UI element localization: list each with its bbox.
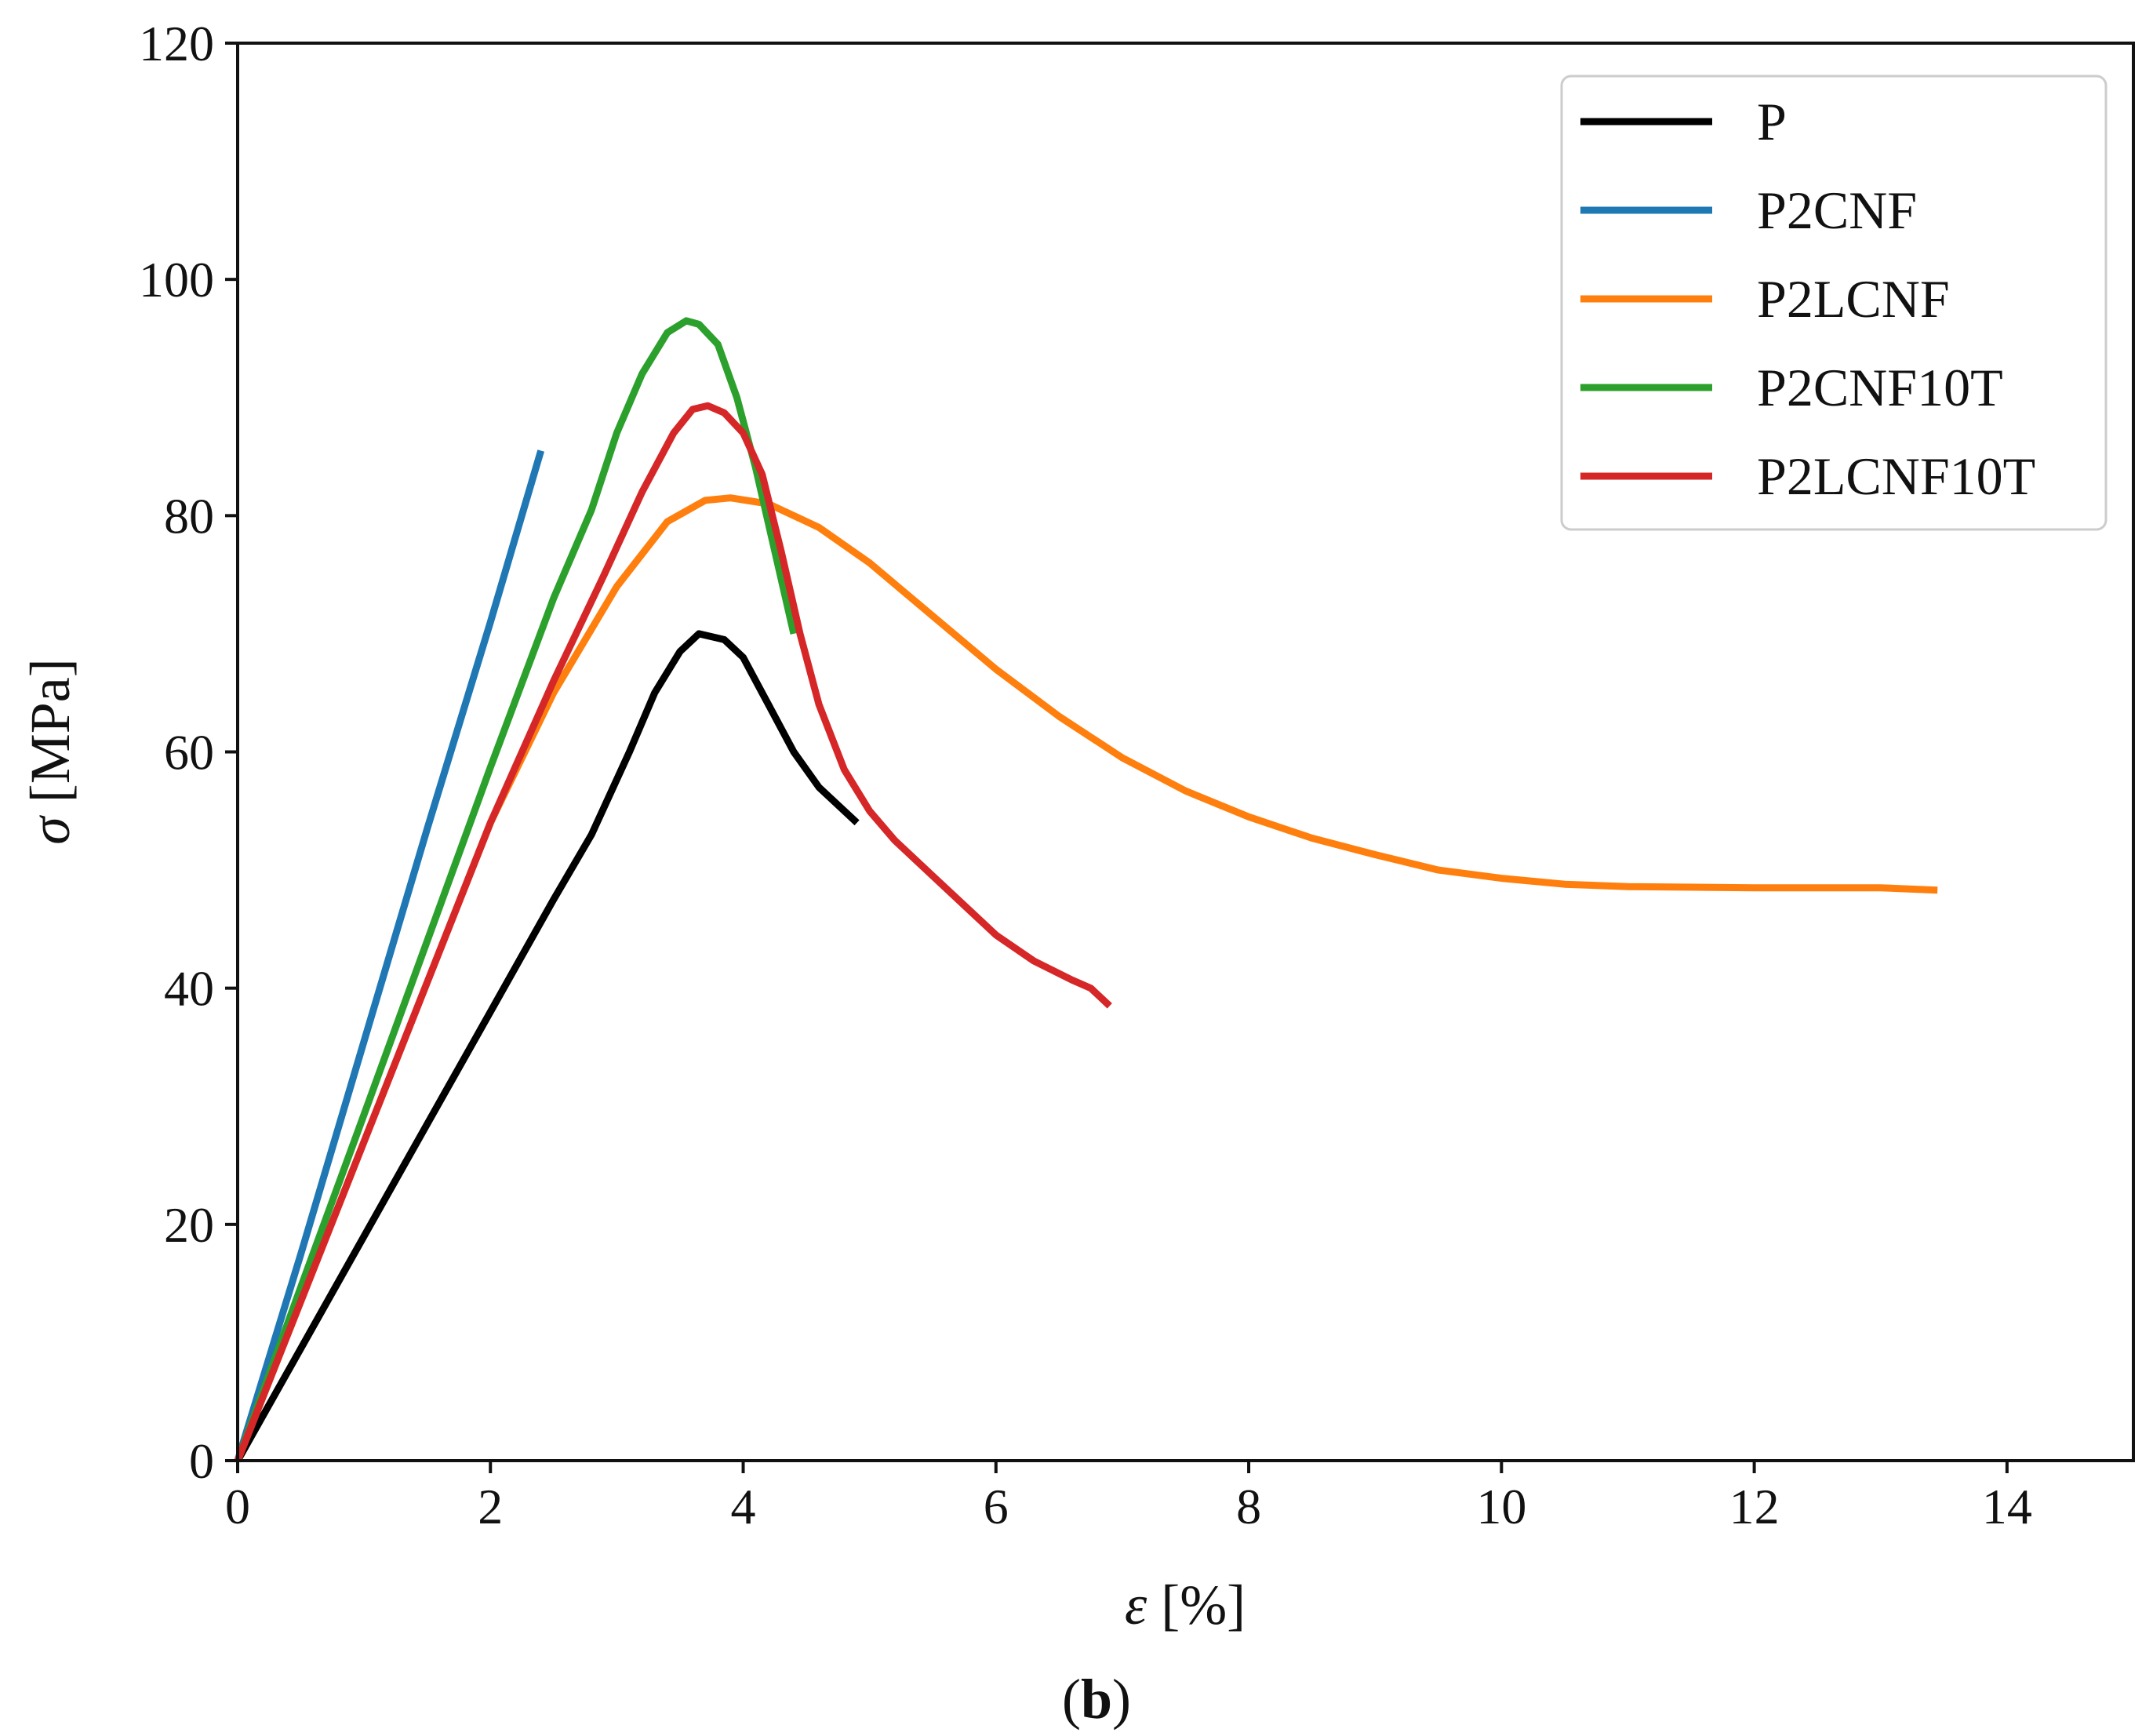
legend-label-p: P <box>1757 92 1787 151</box>
series-line-p <box>235 630 860 1463</box>
y-axis-symbol: σ <box>19 815 82 845</box>
y-tick-label: 0 <box>189 1433 214 1489</box>
series-line-p2cnf <box>234 449 545 1462</box>
x-tick-label: 14 <box>1982 1479 2032 1534</box>
panel-label-close: ) <box>1112 1668 1131 1731</box>
series-line-p2lcnf <box>234 494 1938 1462</box>
x-tick-label: 0 <box>225 1479 250 1534</box>
y-axis-label: σ [MPa] <box>19 658 82 845</box>
y-tick-label: 40 <box>164 961 214 1017</box>
x-tick-label: 10 <box>1476 1479 1526 1534</box>
x-axis-symbol: ε <box>1125 1574 1147 1636</box>
x-tick-label: 2 <box>478 1479 503 1534</box>
y-tick-label: 100 <box>139 252 214 308</box>
legend-label-p2lcnf10t: P2LCNF10T <box>1757 446 2035 506</box>
panel-label-letter: b <box>1081 1668 1112 1731</box>
panel-label-open: ( <box>1062 1668 1081 1731</box>
x-tick-label: 4 <box>731 1479 756 1534</box>
panel-label: (b) <box>1062 1668 1131 1731</box>
x-tick-label: 8 <box>1236 1479 1261 1534</box>
x-tick-label: 6 <box>984 1479 1009 1534</box>
y-tick-label: 20 <box>164 1197 214 1253</box>
legend-label-p2cnf10t: P2CNF10T <box>1757 358 2003 417</box>
legend-label-p2cnf: P2CNF <box>1757 180 1917 240</box>
y-tick-label: 80 <box>164 488 214 544</box>
legend-frame <box>1560 75 2108 531</box>
series-line-p2cnf10t <box>234 317 798 1462</box>
ticks-layer: 0 2 4 6 8 10 12 14 0 20 40 60 80 100 120 <box>139 16 2032 1534</box>
x-tick-label: 12 <box>1729 1479 1780 1534</box>
x-axis-label: ε [%] <box>1125 1574 1246 1636</box>
legend: P P2CNF P2LCNF P2CNF10T P2LCNF10T <box>1560 75 2108 531</box>
y-tick-label: 60 <box>164 725 214 781</box>
y-tick-label: 120 <box>139 16 214 71</box>
series-layer <box>234 317 1938 1463</box>
y-axis-unit: [MPa] <box>19 658 82 817</box>
x-axis-unit: [%] <box>1147 1574 1246 1636</box>
series-line-p2lcnf10t <box>234 402 1112 1462</box>
legend-label-p2lcnf: P2LCNF <box>1757 269 1950 329</box>
